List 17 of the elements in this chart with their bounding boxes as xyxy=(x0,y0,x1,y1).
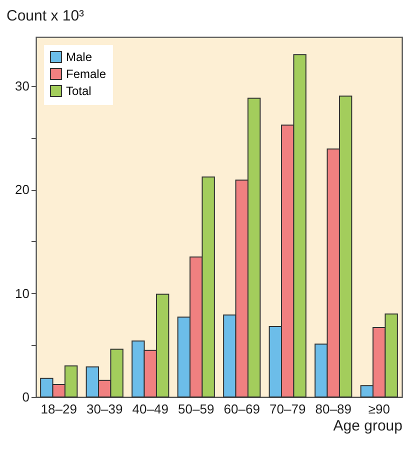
y-axis-title: Count x 10³ xyxy=(6,8,84,24)
legend-label: Total xyxy=(66,84,92,98)
legend-label: Male xyxy=(66,50,92,64)
y-tick-label: 10 xyxy=(15,286,30,301)
y-tick-label: 20 xyxy=(15,182,30,198)
x-tick-label: 30–39 xyxy=(86,402,123,416)
x-tick-label: 40–49 xyxy=(132,402,168,416)
x-tick-label: 18–29 xyxy=(40,402,77,416)
x-tick-label: 70–79 xyxy=(270,402,306,416)
x-tick-label: 50–59 xyxy=(178,402,214,416)
x-tick-label: 80–89 xyxy=(315,402,352,416)
x-axis-title: Age group xyxy=(333,418,402,434)
y-tick-label: 30 xyxy=(15,78,30,94)
legend-label: Female xyxy=(66,67,106,81)
x-tick-label: 60–69 xyxy=(224,402,260,416)
y-tick-label: 0 xyxy=(22,390,30,404)
x-tick-label: ≥90 xyxy=(368,402,390,416)
